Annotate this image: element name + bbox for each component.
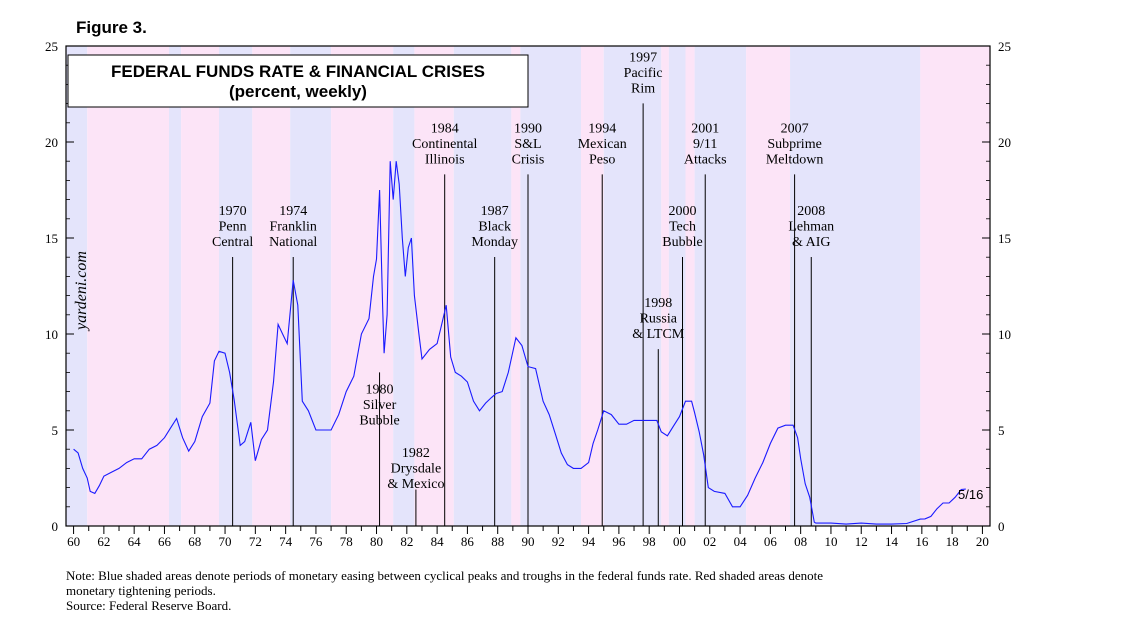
- end-label: 5/16: [958, 487, 983, 502]
- x-tick-label: 08: [794, 534, 807, 549]
- x-tick-label: 84: [431, 534, 445, 549]
- event-label: 1974 Franklin National: [269, 204, 317, 250]
- shaded-period-easing: [290, 46, 332, 526]
- x-tick-label: 10: [824, 534, 837, 549]
- shaded-period-easing: [169, 46, 182, 526]
- x-tick-label: 64: [128, 534, 142, 549]
- event-label: 1970 Penn Central: [212, 204, 253, 250]
- x-tick-label: 72: [249, 534, 262, 549]
- event-label: 2000 Tech Bubble: [662, 204, 702, 250]
- shaded-period-tightening: [181, 46, 219, 526]
- x-tick-label: 96: [612, 534, 626, 549]
- event-label: 1997 Pacific Rim: [624, 50, 663, 96]
- y-tick-label-right: 0: [998, 519, 1005, 534]
- y-tick-label-right: 10: [998, 327, 1011, 342]
- x-tick-label: 18: [946, 534, 959, 549]
- event-label: 1998 Russia & LTCM: [632, 296, 685, 342]
- y-tick-label-left: 25: [45, 39, 58, 54]
- x-tick-label: 86: [461, 534, 475, 549]
- x-tick-label: 04: [734, 534, 748, 549]
- x-tick-label: 76: [309, 534, 323, 549]
- y-tick-label-right: 20: [998, 135, 1011, 150]
- series-line: [73, 161, 966, 525]
- x-tick-label: 70: [219, 534, 232, 549]
- y-tick-label-left: 0: [52, 519, 59, 534]
- x-tick-label: 66: [158, 534, 172, 549]
- shaded-period-tightening: [252, 46, 291, 526]
- note-line-2: monetary tightening periods.: [66, 583, 216, 598]
- figure-label: Figure 3.: [76, 18, 147, 37]
- x-tick-label: 92: [552, 534, 565, 549]
- shaded-period-easing: [393, 46, 415, 526]
- source-line: Source: Federal Reserve Board.: [66, 598, 232, 613]
- x-tick-label: 78: [340, 534, 353, 549]
- shaded-period-easing: [520, 46, 582, 526]
- y-tick-label-left: 5: [52, 423, 59, 438]
- event-label: 2008 Lehman & AIG: [788, 204, 834, 250]
- shaded-period-tightening: [87, 46, 170, 526]
- shaded-period-easing: [694, 46, 747, 526]
- shaded-period-tightening: [746, 46, 791, 526]
- x-tick-label: 02: [703, 534, 716, 549]
- title-box: [67, 54, 529, 108]
- event-label: 1982 Drysdale & Mexico: [387, 446, 444, 492]
- note-line-1: Note: Blue shaded areas denote periods o…: [66, 568, 823, 583]
- shaded-period-easing: [668, 46, 686, 526]
- shaded-period-tightening: [331, 46, 394, 526]
- x-tick-label: 94: [582, 534, 596, 549]
- y-tick-label-left: 10: [45, 327, 58, 342]
- x-tick-label: 90: [522, 534, 535, 549]
- chart-title: FEDERAL FUNDS RATE & FINANCIAL CRISES: [111, 62, 485, 81]
- shaded-period-tightening: [920, 46, 990, 526]
- event-label: 2007 Subprime Meltdown: [766, 121, 824, 167]
- event-label: 1994 Mexican Peso: [578, 121, 627, 167]
- x-tick-label: 16: [915, 534, 929, 549]
- x-tick-label: 68: [188, 534, 201, 549]
- shaded-period-easing: [453, 46, 512, 526]
- x-tick-label: 20: [976, 534, 989, 549]
- shaded-period-tightening: [661, 46, 669, 526]
- x-tick-label: 60: [67, 534, 80, 549]
- shaded-period-tightening: [414, 46, 454, 526]
- event-labels: 1970 Penn Central 1974 Franklin National 1980 S…: [212, 50, 834, 492]
- event-label: 1980 Silver Bubble: [359, 383, 399, 429]
- shaded-period-easing: [218, 46, 253, 526]
- x-tick-label: 12: [855, 534, 868, 549]
- x-tick-label: 62: [97, 534, 110, 549]
- shaded-period-easing: [603, 46, 662, 526]
- shaded-period-tightening: [581, 46, 604, 526]
- y-tick-label-left: 20: [45, 135, 58, 150]
- x-tick-label: 80: [370, 534, 383, 549]
- event-label: 1984 Continental Illinois: [412, 121, 477, 167]
- shaded-periods: [66, 46, 990, 526]
- watermark: yardeni.com: [73, 251, 90, 332]
- x-tick-label: 98: [643, 534, 656, 549]
- x-tick-label: 06: [764, 534, 778, 549]
- event-label: 1990 S&L Crisis: [512, 121, 545, 167]
- x-tick-label: 00: [673, 534, 686, 549]
- event-label: 1987 Black Monday: [471, 204, 518, 250]
- series-group: [73, 161, 966, 525]
- shaded-period-easing: [66, 46, 88, 526]
- x-tick-label: 88: [491, 534, 504, 549]
- shaded-period-easing: [790, 46, 921, 526]
- x-tick-label: 14: [885, 534, 899, 549]
- y-tick-label-right: 5: [998, 423, 1005, 438]
- x-tick-label: 74: [279, 534, 293, 549]
- y-tick-label-left: 15: [45, 231, 58, 246]
- x-tick-label: 82: [400, 534, 413, 549]
- y-tick-label-right: 25: [998, 39, 1011, 54]
- event-label: 2001 9/11 Attacks: [684, 121, 727, 167]
- chart-subtitle: (percent, weekly): [229, 82, 367, 101]
- chart-notes: Note: Blue shaded areas denote periods o…: [66, 568, 1126, 613]
- shaded-period-tightening: [511, 46, 521, 526]
- y-tick-label-right: 15: [998, 231, 1011, 246]
- shaded-period-tightening: [685, 46, 695, 526]
